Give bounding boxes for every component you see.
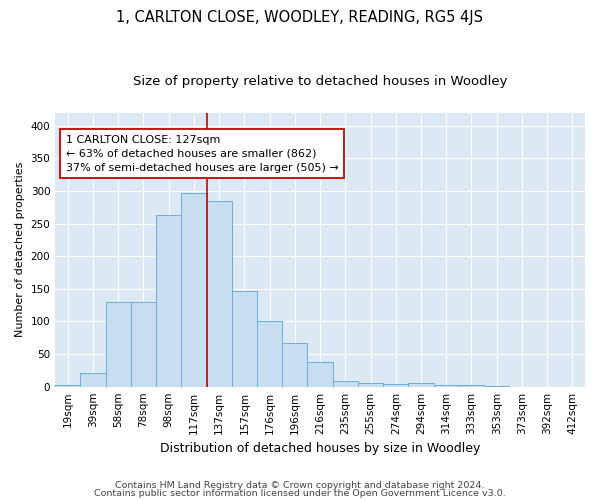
Bar [156, 214, 181, 386]
Text: Contains HM Land Registry data © Crown copyright and database right 2024.: Contains HM Land Registry data © Crown c… [115, 481, 485, 490]
Y-axis label: Number of detached properties: Number of detached properties [15, 162, 25, 338]
Bar [80, 373, 106, 386]
Bar [307, 362, 332, 386]
Bar [409, 384, 434, 386]
Bar [383, 384, 409, 386]
X-axis label: Distribution of detached houses by size in Woodley: Distribution of detached houses by size … [160, 442, 480, 455]
Bar [181, 193, 206, 386]
Bar [232, 291, 257, 386]
Bar [257, 322, 282, 386]
Bar [206, 201, 232, 386]
Title: Size of property relative to detached houses in Woodley: Size of property relative to detached ho… [133, 75, 508, 88]
Bar [358, 384, 383, 386]
Bar [106, 302, 131, 386]
Bar [332, 382, 358, 386]
Bar [282, 343, 307, 386]
Bar [131, 302, 156, 386]
Text: 1 CARLTON CLOSE: 127sqm
← 63% of detached houses are smaller (862)
37% of semi-d: 1 CARLTON CLOSE: 127sqm ← 63% of detache… [66, 134, 338, 172]
Text: Contains public sector information licensed under the Open Government Licence v3: Contains public sector information licen… [94, 488, 506, 498]
Text: 1, CARLTON CLOSE, WOODLEY, READING, RG5 4JS: 1, CARLTON CLOSE, WOODLEY, READING, RG5 … [116, 10, 484, 25]
